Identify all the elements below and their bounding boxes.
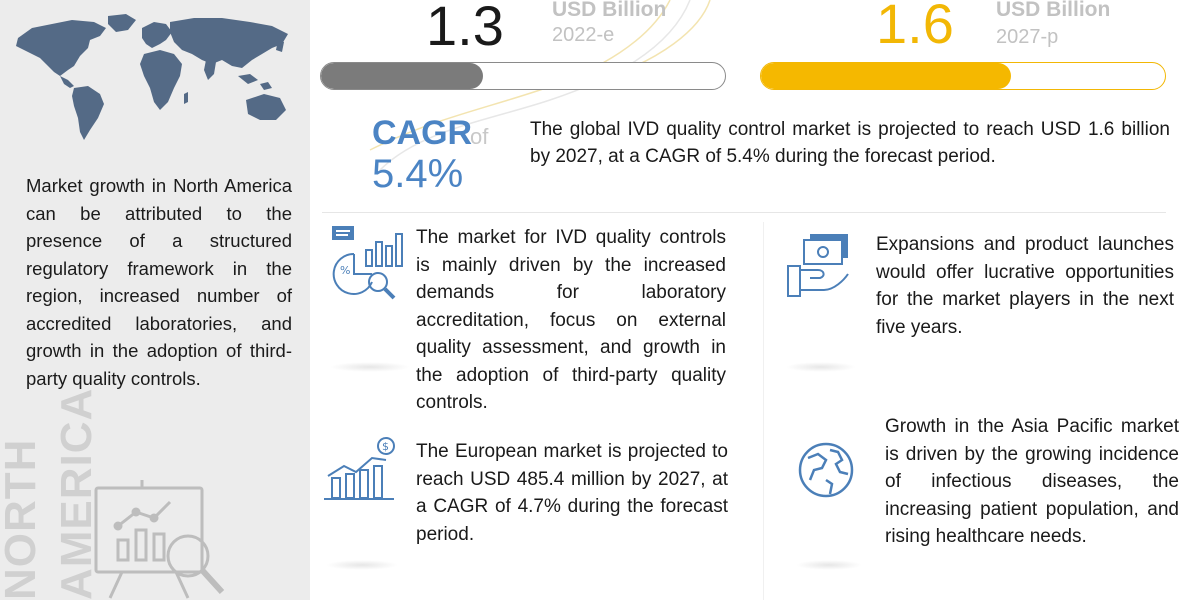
projected-market-value: 1.6 [876, 0, 954, 55]
expansions-text: Expansions and product launches would of… [876, 234, 1174, 338]
region-watermark: NORTH AMERICA [0, 388, 106, 600]
asia-pacific-text: Growth in the Asia Pacific market is dri… [885, 416, 1179, 547]
icon-shadow [330, 362, 410, 372]
projected-value-bar-fill [761, 63, 1012, 89]
region-label-line1: NORTH [0, 438, 45, 600]
market-drivers-text: The market for IVD quality controls is m… [416, 227, 726, 413]
cagr-value: 5.4% [372, 152, 464, 196]
growth-chart-dollar-icon: $ [324, 437, 395, 500]
current-value-bar [320, 62, 726, 90]
projected-value-unit: USD Billion [996, 0, 1111, 21]
europe-market-text: The European market is projected to reac… [416, 441, 728, 545]
projected-value-bar [760, 62, 1166, 90]
cagr-of-label: of [470, 124, 489, 149]
icon-shadow [796, 560, 862, 570]
money-hand-icon [787, 234, 849, 297]
svg-text:%: % [340, 264, 350, 277]
icon-shadow [786, 362, 856, 372]
section-divider [322, 212, 1166, 213]
current-market-value: 1.3 [426, 0, 504, 57]
icon-shadow [326, 560, 398, 570]
globe-icon [798, 442, 854, 498]
cagr-label: CAGR [372, 114, 473, 152]
current-value-bar-fill [321, 63, 483, 89]
presentation-board-icon [94, 480, 225, 599]
projected-value-year: 2027-p [996, 26, 1059, 48]
analytics-magnifier-icon: % [332, 226, 403, 300]
market-summary: The global IVD quality control market is… [530, 119, 1170, 167]
current-value-unit: USD Billion [552, 0, 667, 21]
column-divider [763, 222, 764, 600]
north-america-description: Market growth in North America can be at… [26, 175, 292, 389]
world-map-icon [16, 14, 288, 140]
left-panel: Market growth in North America can be at… [0, 0, 310, 600]
current-value-year: 2022-e [552, 24, 615, 46]
svg-text:$: $ [382, 440, 389, 453]
